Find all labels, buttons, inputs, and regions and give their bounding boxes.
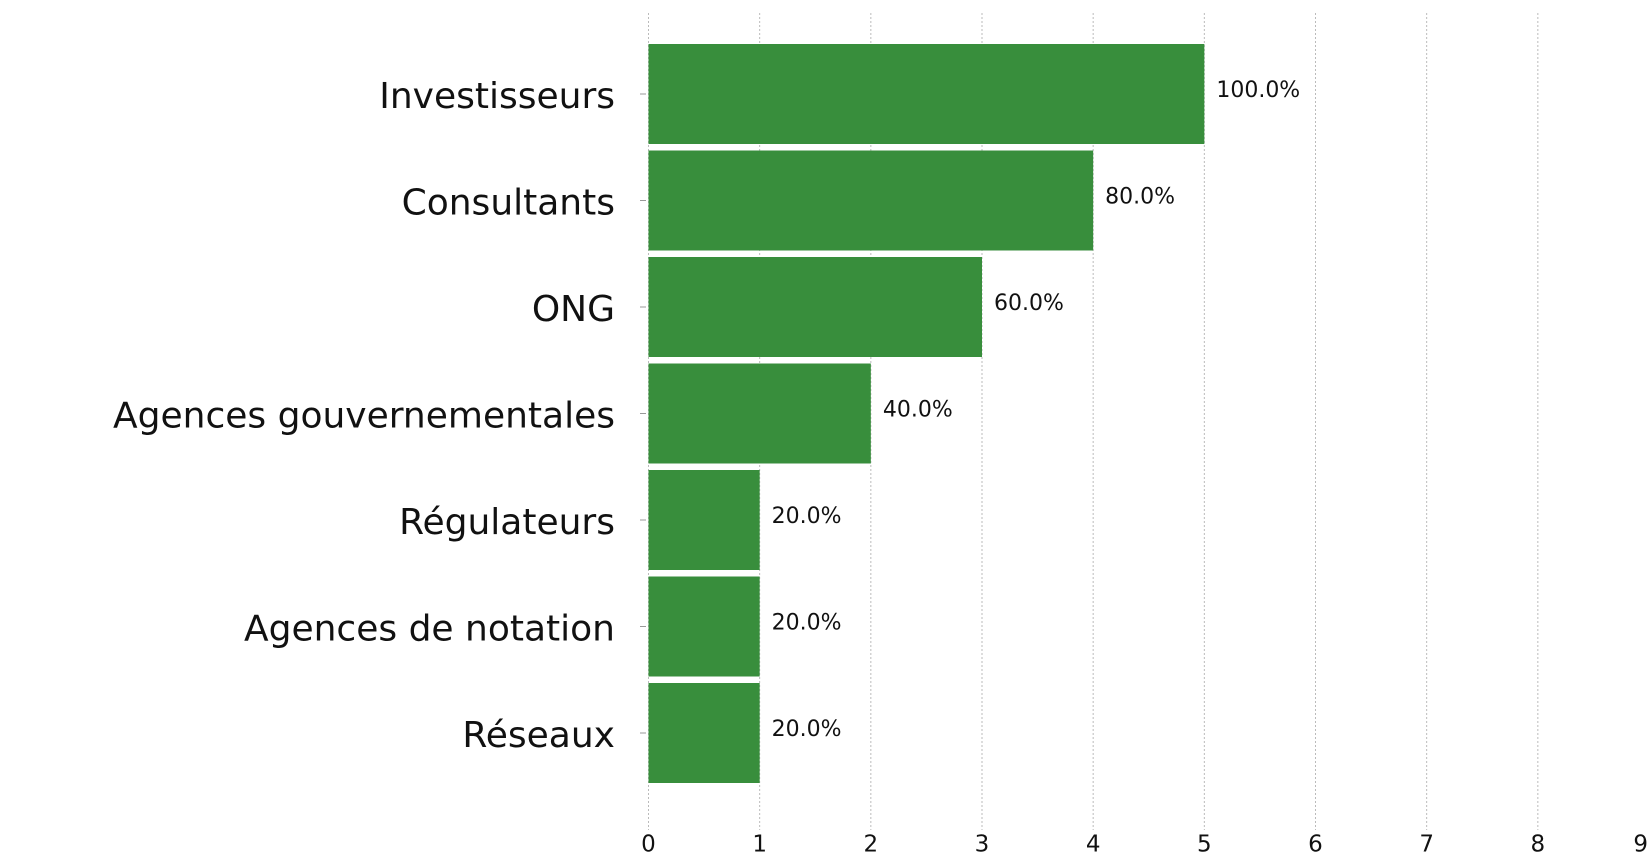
value-label: 100.0% bbox=[1216, 78, 1300, 103]
x-tick-label: 0 bbox=[641, 832, 656, 854]
category-label: Réseaux bbox=[462, 715, 615, 756]
bar bbox=[648, 44, 1205, 144]
x-tick-label: 8 bbox=[1531, 832, 1546, 854]
value-label: 80.0% bbox=[1105, 185, 1175, 210]
value-label: 20.0% bbox=[772, 611, 842, 636]
bar bbox=[648, 683, 760, 783]
x-tick-label: 3 bbox=[975, 832, 990, 854]
bar bbox=[648, 257, 982, 357]
value-label: 20.0% bbox=[772, 717, 842, 742]
value-label: 40.0% bbox=[883, 398, 953, 423]
category-label: Régulateurs bbox=[399, 502, 615, 543]
bar bbox=[648, 150, 1094, 251]
value-label: 60.0% bbox=[994, 291, 1064, 316]
category-label: Consultants bbox=[402, 183, 615, 224]
x-tick-label: 5 bbox=[1197, 832, 1212, 854]
category-label: Agences gouvernementales bbox=[113, 396, 615, 437]
x-tick-label: 7 bbox=[1419, 832, 1434, 854]
bar bbox=[648, 576, 760, 677]
category-label: ONG bbox=[532, 289, 615, 330]
x-tick-label: 4 bbox=[1086, 832, 1101, 854]
x-tick-label: 1 bbox=[752, 832, 767, 854]
x-tick-label: 2 bbox=[864, 832, 879, 854]
category-label: Investisseurs bbox=[379, 76, 615, 117]
category-label: Agences de notation bbox=[244, 609, 615, 650]
bar bbox=[648, 363, 871, 464]
x-tick-label: 6 bbox=[1308, 832, 1323, 854]
x-tick-label: 9 bbox=[1633, 832, 1648, 854]
bar bbox=[648, 470, 760, 570]
value-label: 20.0% bbox=[772, 504, 842, 529]
